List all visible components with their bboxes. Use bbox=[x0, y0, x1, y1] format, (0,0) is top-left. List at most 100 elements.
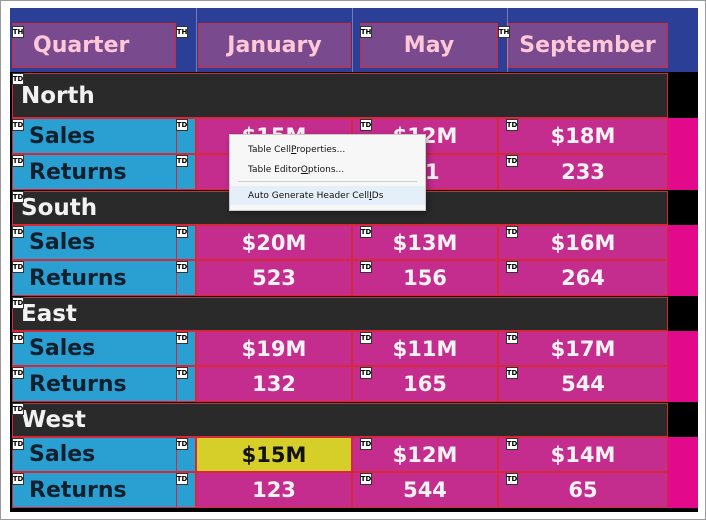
td-tag-icon: TD bbox=[506, 473, 518, 485]
column-divider bbox=[196, 8, 197, 72]
td-tag-icon: TD bbox=[12, 332, 24, 344]
td-tag-icon: TD bbox=[12, 367, 24, 379]
td-tag-icon: TD bbox=[12, 438, 24, 450]
bottom-fill bbox=[10, 508, 698, 512]
td-tag-icon: TD bbox=[12, 473, 24, 485]
td-tag-icon: TD bbox=[176, 367, 188, 379]
menu-item-text-after: Ds bbox=[371, 190, 384, 201]
td-tag-icon: TD bbox=[12, 119, 24, 131]
td-tag-icon: TD bbox=[360, 367, 372, 379]
data-row-strip bbox=[668, 225, 698, 260]
value-cell[interactable]: $13M bbox=[352, 225, 498, 260]
menu-item-text-after: ptions... bbox=[307, 164, 345, 175]
value-cell[interactable]: $16M bbox=[498, 225, 668, 260]
column-divider bbox=[352, 8, 353, 72]
menu-item-text-before: Table Cell bbox=[248, 144, 291, 155]
header-cell[interactable]: January bbox=[198, 23, 351, 68]
value-cell[interactable]: $12M bbox=[352, 437, 498, 472]
value-cell[interactable]: 165 bbox=[352, 366, 498, 402]
row-label-cell[interactable]: Sales bbox=[12, 437, 178, 472]
header-cell[interactable]: September bbox=[507, 23, 668, 68]
td-tag-icon: TD bbox=[506, 332, 518, 344]
row-label-cell[interactable]: Returns bbox=[12, 260, 178, 296]
header-cell[interactable]: Quarter bbox=[12, 23, 176, 68]
menu-item-text-after: roperties... bbox=[296, 144, 346, 155]
value-cell[interactable]: 544 bbox=[498, 366, 668, 402]
value-cell[interactable]: $19M bbox=[196, 331, 352, 366]
td-tag-icon: TD bbox=[506, 155, 518, 167]
th-tag-icon: TH bbox=[12, 26, 24, 38]
data-row-strip bbox=[668, 154, 698, 190]
region-header-cell[interactable]: West bbox=[12, 403, 668, 437]
menu-item-accelerator: O bbox=[300, 164, 308, 175]
value-cell[interactable]: $15M bbox=[196, 437, 352, 472]
value-cell[interactable]: 132 bbox=[196, 366, 352, 402]
value-cell[interactable]: 123 bbox=[196, 472, 352, 508]
th-tag-icon: TH bbox=[360, 26, 372, 38]
region-header-cell[interactable]: North bbox=[12, 73, 668, 118]
td-tag-icon: TD bbox=[506, 119, 518, 131]
data-row-strip bbox=[668, 260, 698, 296]
menu-item-accelerator: P bbox=[290, 144, 297, 155]
menu-item-auto-generate-header-cell-ids[interactable]: Auto Generate Header Cell I Ds bbox=[230, 186, 425, 205]
td-tag-icon: TD bbox=[360, 438, 372, 450]
td-tag-icon: TD bbox=[12, 191, 24, 203]
row-label-cell[interactable]: Sales bbox=[12, 331, 178, 366]
td-tag-icon: TD bbox=[12, 261, 24, 273]
td-tag-icon: TD bbox=[176, 332, 188, 344]
value-cell[interactable]: 156 bbox=[352, 260, 498, 296]
td-tag-icon: TD bbox=[360, 473, 372, 485]
td-tag-icon: TD bbox=[12, 297, 24, 309]
data-row-strip bbox=[668, 472, 698, 508]
td-tag-icon: TD bbox=[176, 473, 188, 485]
value-cell[interactable]: $17M bbox=[498, 331, 668, 366]
td-tag-icon: TD bbox=[12, 73, 24, 85]
td-tag-icon: TD bbox=[506, 226, 518, 238]
th-tag-icon: TH bbox=[498, 26, 510, 38]
td-tag-icon: TD bbox=[506, 261, 518, 273]
row-label-cell[interactable]: Returns bbox=[12, 154, 178, 190]
td-tag-icon: TD bbox=[360, 119, 372, 131]
region-header-cell[interactable]: East bbox=[12, 297, 668, 331]
row-label-cell[interactable]: Sales bbox=[12, 225, 178, 260]
td-tag-icon: TD bbox=[360, 226, 372, 238]
td-tag-icon: TD bbox=[506, 367, 518, 379]
header-cell[interactable]: May bbox=[360, 23, 498, 68]
value-cell[interactable]: 65 bbox=[498, 472, 668, 508]
data-row-strip bbox=[668, 118, 698, 154]
value-cell[interactable]: $20M bbox=[196, 225, 352, 260]
value-cell[interactable]: $18M bbox=[498, 118, 668, 154]
td-tag-icon: TD bbox=[12, 226, 24, 238]
value-cell[interactable]: 233 bbox=[498, 154, 668, 190]
row-label-cell[interactable]: Returns bbox=[12, 366, 178, 402]
td-tag-icon: TD bbox=[176, 261, 188, 273]
row-label-cell[interactable]: Sales bbox=[12, 118, 178, 154]
value-cell[interactable]: 523 bbox=[196, 260, 352, 296]
value-cell[interactable]: 264 bbox=[498, 260, 668, 296]
menu-item-text-before: Auto Generate Header Cell bbox=[248, 190, 370, 201]
menu-item-accelerator: I bbox=[369, 190, 372, 201]
td-tag-icon: TD bbox=[176, 226, 188, 238]
data-row-strip bbox=[668, 331, 698, 366]
menu-item-text-before: Table Editor bbox=[248, 164, 301, 175]
value-cell[interactable]: $14M bbox=[498, 437, 668, 472]
data-row-strip bbox=[668, 366, 698, 402]
menu-separator bbox=[238, 181, 417, 182]
table-canvas: Quarter January May September TH TH TH TH North T… bbox=[10, 8, 698, 512]
td-tag-icon: TD bbox=[176, 155, 188, 167]
value-cell[interactable]: $11M bbox=[352, 331, 498, 366]
td-tag-icon: TD bbox=[506, 438, 518, 450]
value-cell[interactable]: 544 bbox=[352, 472, 498, 508]
row-label-cell[interactable]: Returns bbox=[12, 472, 178, 508]
column-divider bbox=[507, 8, 508, 72]
td-tag-icon: TD bbox=[176, 119, 188, 131]
td-tag-icon: TD bbox=[12, 155, 24, 167]
th-tag-icon: TH bbox=[176, 26, 188, 38]
td-tag-icon: TD bbox=[360, 261, 372, 273]
td-tag-icon: TD bbox=[12, 403, 24, 415]
td-tag-icon: TD bbox=[176, 438, 188, 450]
